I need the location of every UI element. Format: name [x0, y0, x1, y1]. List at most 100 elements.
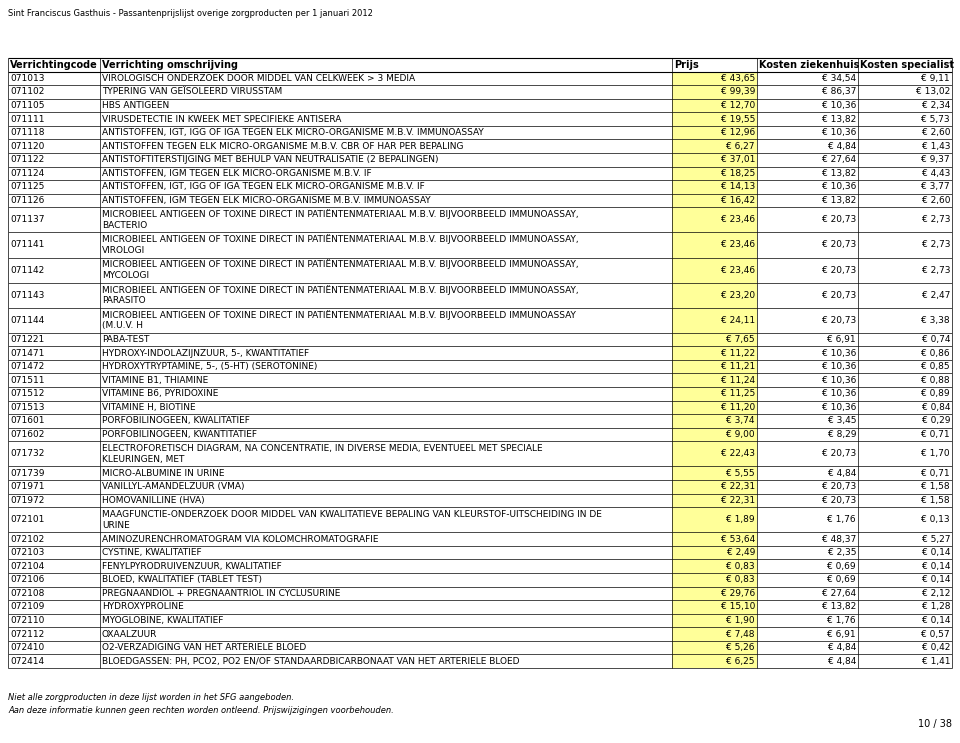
- Text: € 0,84: € 0,84: [922, 403, 950, 412]
- Text: € 7,65: € 7,65: [727, 335, 755, 344]
- Text: € 9,11: € 9,11: [922, 74, 950, 83]
- Text: 072106: 072106: [10, 575, 44, 584]
- Text: Prijs: Prijs: [674, 59, 699, 70]
- Bar: [672, 346, 757, 360]
- Bar: [672, 655, 757, 668]
- Bar: [672, 112, 757, 126]
- Text: € 53,64: € 53,64: [721, 534, 755, 543]
- Text: € 4,43: € 4,43: [922, 169, 950, 178]
- Text: 071105: 071105: [10, 101, 44, 110]
- Text: PREGNAANDIOL + PREGNAANTRIOL IN CYCLUSURINE: PREGNAANDIOL + PREGNAANTRIOL IN CYCLUSUR…: [102, 588, 341, 598]
- Text: Sint Franciscus Gasthuis - Passantenprijslijst overige zorgproducten per 1 janua: Sint Franciscus Gasthuis - Passantenprij…: [8, 9, 372, 18]
- Text: 071125: 071125: [10, 183, 44, 192]
- Text: VIRUSDETECTIE IN KWEEK MET SPECIFIEKE ANTISERA: VIRUSDETECTIE IN KWEEK MET SPECIFIEKE AN…: [102, 114, 342, 123]
- Text: ANTISTOFFEN, IGM TEGEN ELK MICRO-ORGANISME M.B.V. IF: ANTISTOFFEN, IGM TEGEN ELK MICRO-ORGANIS…: [102, 169, 372, 178]
- Text: € 11,20: € 11,20: [721, 403, 755, 412]
- Text: 071602: 071602: [10, 430, 44, 439]
- Text: 071124: 071124: [10, 169, 44, 178]
- Text: PORFOBILINOGEEN, KWANTITATIEF: PORFOBILINOGEEN, KWANTITATIEF: [102, 430, 257, 439]
- Text: MICROBIEEL ANTIGEEN OF TOXINE DIRECT IN PATIËNTENMATERIAAL M.B.V. BIJVOORBEELD I: MICROBIEEL ANTIGEEN OF TOXINE DIRECT IN …: [102, 285, 579, 294]
- Bar: [672, 85, 757, 99]
- Text: € 4,84: € 4,84: [828, 643, 856, 652]
- Bar: [672, 400, 757, 414]
- Text: € 19,55: € 19,55: [721, 114, 755, 123]
- Text: MICROBIEEL ANTIGEEN OF TOXINE DIRECT IN PATIËNTENMATERIAAL M.B.V. BIJVOORBEELD I: MICROBIEEL ANTIGEEN OF TOXINE DIRECT IN …: [102, 259, 579, 270]
- Text: KLEURINGEN, MET: KLEURINGEN, MET: [102, 455, 184, 464]
- Text: € 2,35: € 2,35: [828, 548, 856, 557]
- Text: 071511: 071511: [10, 376, 44, 385]
- Bar: [672, 467, 757, 480]
- Text: PABA-TEST: PABA-TEST: [102, 335, 150, 344]
- Bar: [672, 360, 757, 374]
- Text: € 23,46: € 23,46: [721, 265, 755, 274]
- Text: 072108: 072108: [10, 588, 44, 598]
- Text: € 0,13: € 0,13: [922, 515, 950, 524]
- Text: ELECTROFORETISCH DIAGRAM, NA CONCENTRATIE, IN DIVERSE MEDIA, EVENTUEEL MET SPECI: ELECTROFORETISCH DIAGRAM, NA CONCENTRATI…: [102, 444, 542, 452]
- Text: € 11,25: € 11,25: [721, 389, 755, 398]
- Text: € 43,65: € 43,65: [721, 74, 755, 83]
- Text: ANTISTOFTITERSTIJGING MET BEHULP VAN NEUTRALISATIE (2 BEPALINGEN): ANTISTOFTITERSTIJGING MET BEHULP VAN NEU…: [102, 155, 439, 164]
- Text: € 34,54: € 34,54: [822, 74, 856, 83]
- Text: € 2,73: € 2,73: [922, 241, 950, 250]
- Text: € 37,01: € 37,01: [721, 155, 755, 164]
- Text: € 5,26: € 5,26: [727, 643, 755, 652]
- Text: € 20,73: € 20,73: [822, 265, 856, 274]
- Text: 071013: 071013: [10, 74, 44, 83]
- Text: € 3,45: € 3,45: [828, 417, 856, 426]
- Text: HOMOVANILLINE (HVA): HOMOVANILLINE (HVA): [102, 496, 204, 504]
- Text: € 1,70: € 1,70: [922, 450, 950, 458]
- Text: € 1,58: € 1,58: [922, 496, 950, 504]
- Text: 071137: 071137: [10, 215, 44, 224]
- Text: € 10,36: € 10,36: [822, 403, 856, 412]
- Text: 071118: 071118: [10, 129, 44, 137]
- Text: € 5,55: € 5,55: [727, 469, 755, 478]
- Text: 071111: 071111: [10, 114, 44, 123]
- Text: ANTISTOFFEN, IGT, IGG OF IGA TEGEN ELK MICRO-ORGANISME M.B.V. IMMUNOASSAY: ANTISTOFFEN, IGT, IGG OF IGA TEGEN ELK M…: [102, 129, 484, 137]
- Text: VITAMINE B1, THIAMINE: VITAMINE B1, THIAMINE: [102, 376, 208, 385]
- Text: AMINOZURENCHROMATOGRAM VIA KOLOMCHROMATOGRAFIE: AMINOZURENCHROMATOGRAM VIA KOLOMCHROMATO…: [102, 534, 378, 543]
- Text: € 20,73: € 20,73: [822, 450, 856, 458]
- Text: 072101: 072101: [10, 515, 44, 524]
- Text: € 0,83: € 0,83: [727, 575, 755, 584]
- Bar: [672, 308, 757, 333]
- Text: € 48,37: € 48,37: [822, 534, 856, 543]
- Text: O2-VERZADIGING VAN HET ARTERIELE BLOED: O2-VERZADIGING VAN HET ARTERIELE BLOED: [102, 643, 306, 652]
- Text: BLOED, KWALITATIEF (TABLET TEST): BLOED, KWALITATIEF (TABLET TEST): [102, 575, 262, 584]
- Bar: [672, 333, 757, 346]
- Text: Verrichting omschrijving: Verrichting omschrijving: [102, 59, 238, 70]
- Text: 071120: 071120: [10, 142, 44, 151]
- Text: € 3,38: € 3,38: [922, 316, 950, 325]
- Text: MYOGLOBINE, KWALITATIEF: MYOGLOBINE, KWALITATIEF: [102, 616, 224, 625]
- Bar: [672, 233, 757, 258]
- Text: 072103: 072103: [10, 548, 44, 557]
- Bar: [672, 441, 757, 467]
- Text: € 0,69: € 0,69: [828, 562, 856, 571]
- Bar: [672, 166, 757, 181]
- Text: € 1,28: € 1,28: [922, 603, 950, 611]
- Text: HYDROXYPROLINE: HYDROXYPROLINE: [102, 603, 183, 611]
- Text: € 13,82: € 13,82: [822, 114, 856, 123]
- Text: HYDROXY-INDOLAZIJNZUUR, 5-, KWANTITATIEF: HYDROXY-INDOLAZIJNZUUR, 5-, KWANTITATIEF: [102, 348, 309, 357]
- Text: MICROBIEEL ANTIGEEN OF TOXINE DIRECT IN PATIËNTENMATERIAAL M.B.V. BIJVOORBEELD I: MICROBIEEL ANTIGEEN OF TOXINE DIRECT IN …: [102, 235, 579, 244]
- Text: € 1,89: € 1,89: [727, 515, 755, 524]
- Text: 071972: 071972: [10, 496, 44, 504]
- Text: € 13,82: € 13,82: [822, 603, 856, 611]
- Text: 071143: 071143: [10, 291, 44, 299]
- Text: € 0,71: € 0,71: [922, 430, 950, 439]
- Text: € 22,43: € 22,43: [721, 450, 755, 458]
- Text: (M.U.V. H: (M.U.V. H: [102, 321, 143, 330]
- Text: 072104: 072104: [10, 562, 44, 571]
- Text: € 13,82: € 13,82: [822, 196, 856, 205]
- Text: € 2,60: € 2,60: [922, 129, 950, 137]
- Bar: [672, 614, 757, 627]
- Text: € 9,37: € 9,37: [922, 155, 950, 164]
- Text: 071513: 071513: [10, 403, 44, 412]
- Text: € 11,22: € 11,22: [721, 348, 755, 357]
- Text: € 20,73: € 20,73: [822, 316, 856, 325]
- Text: € 20,73: € 20,73: [822, 215, 856, 224]
- Text: € 0,74: € 0,74: [922, 335, 950, 344]
- Text: € 4,84: € 4,84: [828, 657, 856, 666]
- Text: € 29,76: € 29,76: [721, 588, 755, 598]
- Text: € 5,73: € 5,73: [922, 114, 950, 123]
- Text: 072109: 072109: [10, 603, 44, 611]
